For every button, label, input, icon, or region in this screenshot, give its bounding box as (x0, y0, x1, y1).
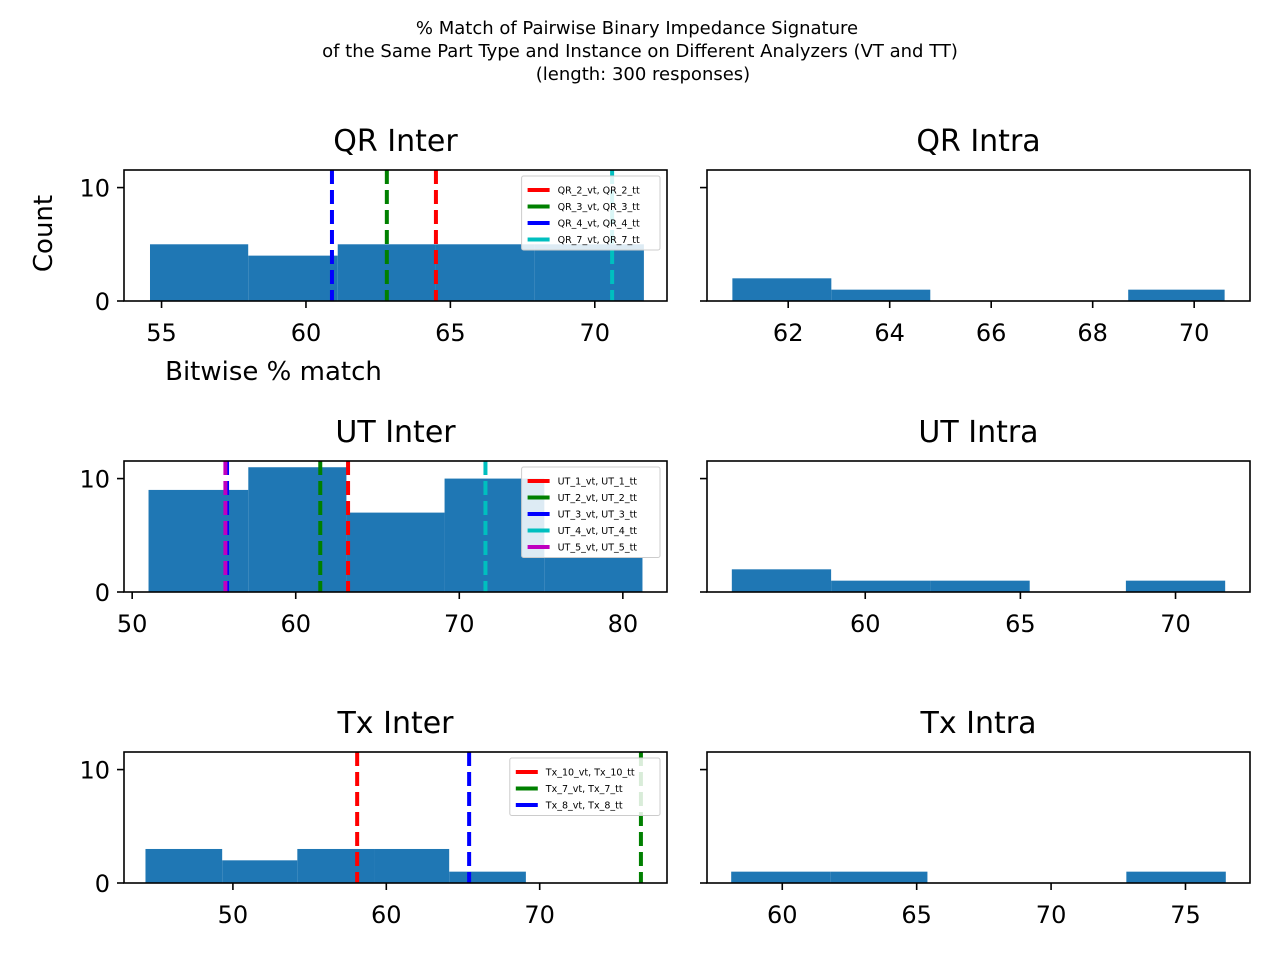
axes-frame (123, 751, 668, 884)
histogram-bar (149, 244, 249, 301)
x-tick-label: 65 (435, 319, 466, 347)
histogram-bar (148, 489, 249, 592)
x-tick-label: 60 (767, 901, 798, 929)
legend-entry: UT_4_vt, UT_4_tt (558, 526, 638, 537)
plot-title: UT Intra (918, 415, 1038, 450)
legend-entry: QR_4_vt, QR_4_tt (558, 219, 640, 230)
histogram-bar (222, 860, 298, 883)
axes-frame (706, 751, 1251, 884)
x-tick-label: 75 (1170, 901, 1201, 929)
x-tick-label: 64 (874, 319, 905, 347)
x-tick-label: 70 (444, 610, 475, 638)
y-tick-label: 0 (95, 579, 110, 607)
legend: QR_2_vt, QR_2_tt QR_3_vt, QR_3_tt QR_4_vt,… (521, 175, 661, 251)
plot-ut-intra: UT Intra 60 65 70 (700, 415, 1251, 638)
x-tick-label: 70 (580, 319, 611, 347)
y-tick-label: 10 (79, 757, 110, 785)
histogram-bar (435, 244, 535, 301)
legend-box (509, 757, 661, 816)
figure-suptitle-line-3: (length: 300 responses) (536, 64, 750, 85)
legend-entry: UT_3_vt, UT_3_tt (558, 510, 638, 521)
y-tick-label: 10 (79, 466, 110, 494)
x-tick-label: 80 (608, 610, 639, 638)
y-tick-label: 0 (95, 288, 110, 316)
histogram-bar (534, 244, 644, 301)
axes-frame (706, 169, 1251, 302)
histogram-bar (297, 848, 375, 883)
histogram-bar (1125, 580, 1226, 592)
histogram-bar (145, 848, 223, 883)
plot-qr-intra: QR Intra 62 64 66 68 70 (700, 124, 1251, 347)
legend-entry: QR_2_vt, QR_2_tt (558, 186, 640, 197)
x-tick-label: 68 (1077, 319, 1108, 347)
histogram-bar (831, 580, 931, 592)
x-tick-label: 60 (850, 610, 881, 638)
x-tick-label: 60 (280, 610, 311, 638)
axes-frame (123, 169, 668, 302)
x-tick-label: 62 (773, 319, 804, 347)
plot-title: UT Inter (335, 415, 456, 450)
plot-title: Tx Inter (336, 706, 454, 741)
figure-suptitle-line-2: of the Same Part Type and Instance on Di… (322, 41, 958, 62)
histogram-bar (248, 255, 338, 301)
legend-entry: UT_1_vt, UT_1_tt (558, 477, 638, 488)
legend-entry: QR_3_vt, QR_3_tt (558, 202, 640, 213)
figure-suptitle-line-1: % Match of Pairwise Binary Impedance Sig… (416, 18, 858, 39)
plot-title: QR Inter (333, 124, 458, 159)
x-tick-label: 66 (976, 319, 1007, 347)
histogram-bar (346, 512, 445, 592)
x-tick-label: 50 (218, 901, 249, 929)
x-tick-label: 70 (524, 901, 555, 929)
plot-title: Tx Intra (920, 706, 1037, 741)
histogram-bar (731, 569, 832, 592)
histogram-bar (1128, 289, 1225, 301)
y-axis-label: Count (29, 195, 59, 272)
legend-entry: Tx_7_vt, Tx_7_tt (545, 784, 623, 795)
legend-entry: QR_7_vt, QR_7_tt (558, 235, 640, 246)
x-tick-label: 70 (1160, 610, 1191, 638)
x-tick-label: 50 (117, 610, 148, 638)
histogram-bar (248, 467, 347, 592)
plot-tx-intra: Tx Intra 60 65 70 75 (700, 706, 1251, 929)
histogram-bar (830, 871, 928, 883)
plot-ut-inter: UT Inter 50 60 70 80 0 10 UT_1_vt, UT_1_tt UT_2_… (79, 415, 668, 638)
plot-tx-inter: Tx Inter 50 60 70 0 10 Tx_10_vt, Tx_10_tt Tx_7_… (79, 706, 668, 929)
histogram-bar (544, 557, 643, 592)
legend: UT_1_vt, UT_1_tt UT_2_vt, UT_2_tt UT_3_vt,… (521, 466, 661, 558)
histogram-bar (831, 289, 931, 301)
histogram-bar (930, 580, 1030, 592)
x-tick-label: 60 (291, 319, 322, 347)
legend-box (521, 466, 661, 558)
y-tick-label: 10 (79, 175, 110, 203)
histogram-bar (731, 871, 831, 883)
legend-box (521, 175, 661, 251)
x-tick-label: 55 (146, 319, 177, 347)
histogram-bar (449, 871, 526, 883)
legend: Tx_10_vt, Tx_10_tt Tx_7_vt, Tx_7_tt Tx_8_v… (509, 757, 661, 816)
x-tick-label: 65 (1005, 610, 1036, 638)
histogram-bar (732, 278, 832, 301)
histogram-bar (374, 848, 450, 883)
x-tick-label: 70 (1036, 901, 1067, 929)
legend-entry: UT_2_vt, UT_2_tt (558, 493, 638, 504)
plot-title: QR Intra (916, 124, 1040, 159)
axes-frame (123, 460, 668, 593)
x-axis-label: Bitwise % match (165, 357, 382, 387)
x-tick-label: 65 (901, 901, 932, 929)
legend-entry: UT_5_vt, UT_5_tt (558, 543, 638, 554)
y-tick-label: 0 (95, 870, 110, 898)
legend-entry: Tx_10_vt, Tx_10_tt (545, 768, 635, 779)
plot-qr-inter: QR Inter 55 60 65 70 0 10 Bitwise % match Count Q… (29, 124, 668, 387)
x-tick-label: 70 (1179, 319, 1210, 347)
histogram-bar (1126, 871, 1226, 883)
x-tick-label: 60 (371, 901, 402, 929)
legend-entry: Tx_8_vt, Tx_8_tt (545, 801, 623, 812)
axes-frame (706, 460, 1251, 593)
